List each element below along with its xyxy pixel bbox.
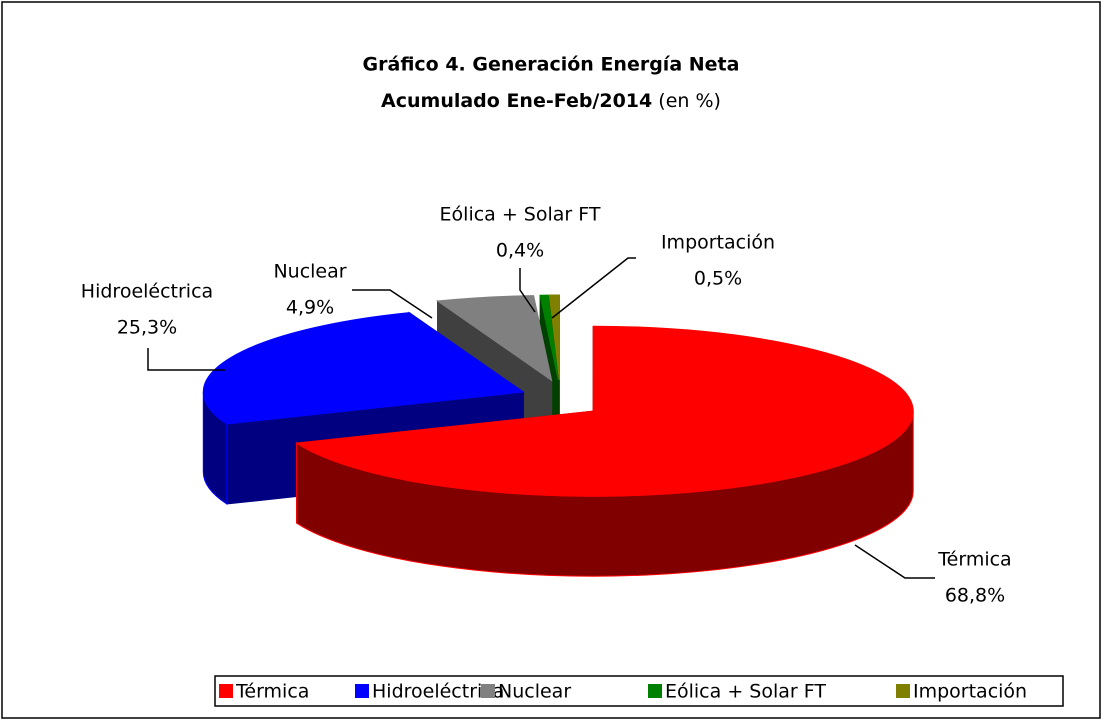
subtitle-text: Acumulado Ene-Feb/2014 (381, 90, 652, 112)
leader-line (551, 257, 636, 319)
data-label-value: 25,3% (117, 317, 177, 339)
legend-label: Hidroeléctrica (372, 681, 504, 703)
data-label-value: 4,9% (286, 297, 334, 319)
legend-swatch (896, 684, 910, 698)
legend-label: Térmica (235, 681, 309, 703)
data-label-name: Importación (661, 232, 775, 254)
leader-line (147, 348, 225, 371)
legend-label: Nuclear (498, 681, 571, 703)
pie-slice (202, 312, 525, 425)
unit-note: (en %) (658, 90, 721, 112)
legend-swatch (481, 684, 495, 698)
data-label-value: 0,4% (496, 240, 544, 262)
pie-slice (539, 294, 559, 381)
leader-line (519, 268, 536, 313)
data-label-name: Térmica (937, 549, 1011, 571)
legend-swatch (219, 684, 233, 698)
legend-label: Eólica + Solar FT (665, 681, 826, 703)
data-label-name: Eólica + Solar FT (440, 204, 601, 226)
chart-title: Gráfico 4. Generación Energía Neta (363, 54, 740, 76)
legend-swatch (355, 684, 369, 698)
data-label-value: 0,5% (694, 268, 742, 290)
chart-subtitle: Acumulado Ene-Feb/2014 (en %) (381, 90, 721, 112)
data-label-value: 68,8% (945, 585, 1005, 607)
data-label-name: Nuclear (273, 261, 346, 283)
data-label-name: Hidroeléctrica (81, 281, 213, 303)
legend-label: Importación (913, 681, 1027, 703)
leader-line (854, 544, 935, 579)
leader-line (352, 289, 433, 319)
pie-slice (295, 325, 914, 497)
legend-swatch (648, 684, 662, 698)
pie-slice (436, 295, 553, 382)
pie-slice (548, 294, 560, 381)
